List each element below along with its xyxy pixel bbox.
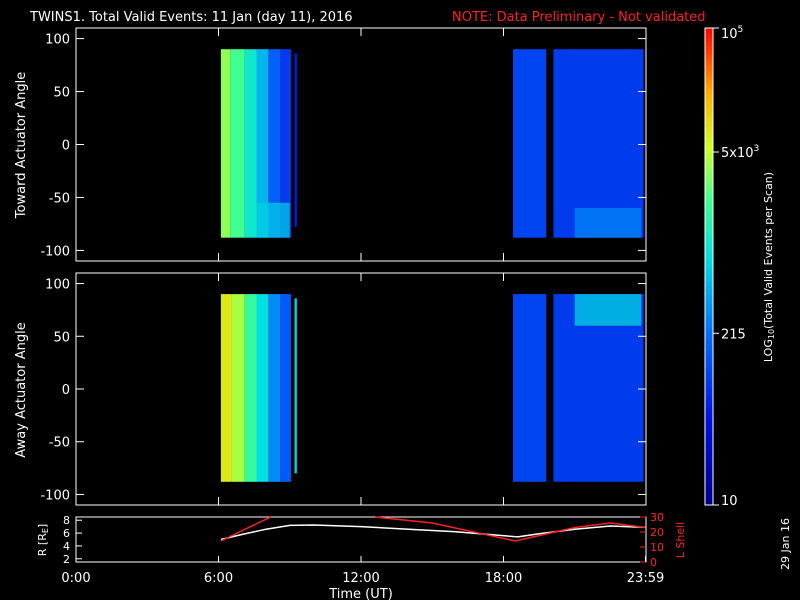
lshell-ytick-label: 20 — [650, 526, 664, 539]
colorbar-gradient — [705, 28, 713, 505]
orbit-panel-frame — [75, 516, 647, 563]
time-xtick-label: 23:59 — [627, 571, 664, 586]
toward-ytick-label: -100 — [40, 244, 70, 259]
time-xtick-label: 12:00 — [342, 571, 379, 586]
date-stamp: 29 Jan 16 — [779, 518, 792, 570]
radius-line-0 — [220, 524, 646, 541]
orbit-lines — [220, 516, 646, 542]
away-ytick-label: 50 — [53, 330, 70, 345]
toward-segment-8 — [553, 49, 644, 238]
radius-ytick-label: 2 — [63, 553, 70, 566]
time-xtick-label: 0:00 — [61, 571, 90, 586]
toward-y-ticks: 100 50 0 -50 -100 — [40, 28, 647, 261]
lshell-line-0 — [220, 516, 272, 542]
away-ytick-label: 100 — [45, 278, 70, 293]
colorbar-tick-label: 5x103 — [721, 144, 759, 161]
away-segment-4 — [268, 294, 281, 482]
colorbar-ticks: 105 5x103 215 10 — [713, 25, 759, 509]
away-ytick-label: -50 — [49, 436, 70, 451]
colorbar-label: LOG10(Total Valid Events per Scan) — [762, 172, 776, 362]
toward-segment-4 — [268, 49, 281, 238]
figure-title: TWINS1. Total Valid Events: 11 Jan (day … — [29, 10, 353, 25]
toward-segment-0 — [220, 49, 231, 238]
away-heatmap-marks — [220, 294, 644, 482]
lshell-ytick-label: 10 — [650, 541, 664, 554]
colorbar-tick-label: 215 — [721, 327, 746, 342]
orbit-lshell-ticks: 0 10 20 30 — [640, 511, 664, 569]
toward-hotspot-1 — [574, 208, 642, 238]
lshell-line-1 — [375, 516, 646, 542]
toward-angle-panel: 100 50 0 -50 -100 Toward Actuator Angle — [14, 27, 647, 262]
toward-segment-5 — [280, 49, 291, 238]
preliminary-note: NOTE: Data Preliminary - Not validated — [452, 10, 706, 25]
radius-axis-label: R [RE] — [36, 524, 50, 556]
colorbar: 105 5x103 215 10 LOG10(Total Valid Events p… — [704, 25, 776, 509]
toward-segment-6 — [294, 53, 297, 228]
away-y-axis-label: Away Actuator Angle — [14, 322, 29, 457]
toward-segment-7 — [513, 49, 547, 238]
radius-ytick-label: 4 — [63, 540, 70, 553]
time-xtick-label: 18:00 — [485, 571, 522, 586]
lshell-axis-label: L Shell — [674, 522, 687, 558]
away-hotspot-0 — [574, 294, 642, 326]
time-axis-label: Time (UT) — [328, 587, 393, 600]
away-ytick-label: -100 — [40, 488, 70, 503]
away-segment-3 — [256, 294, 269, 482]
time-x-ticks: 0:00 6:00 12:00 18:00 23:59 — [61, 556, 664, 586]
colorbar-frame — [704, 27, 714, 506]
toward-segment-1 — [230, 49, 245, 238]
toward-ytick-label: 0 — [62, 139, 70, 154]
lshell-ytick-label: 30 — [650, 511, 664, 524]
toward-ytick-label: -50 — [49, 191, 70, 206]
toward-segment-2 — [244, 49, 257, 238]
away-segment-6 — [294, 298, 297, 474]
colorbar-tick-label: 105 — [721, 25, 743, 42]
away-segment-1 — [231, 294, 245, 482]
away-segment-7 — [513, 294, 547, 482]
lshell-ytick-label: 0 — [650, 556, 657, 569]
away-angle-panel: 100 50 0 -50 -100 Away Actuator Angle — [14, 272, 647, 506]
toward-ytick-label: 50 — [53, 86, 70, 101]
away-segment-5 — [280, 294, 291, 482]
colorbar-tick-label: 10 — [721, 494, 738, 509]
time-xtick-label: 6:00 — [204, 571, 233, 586]
away-segment-2 — [244, 294, 257, 482]
toward-segment-3 — [256, 49, 269, 238]
away-segment-0 — [220, 294, 232, 482]
toward-heatmap-marks — [220, 49, 644, 238]
toward-ytick-label: 100 — [45, 33, 70, 48]
radius-ytick-label: 6 — [63, 527, 70, 540]
away-ytick-label: 0 — [62, 383, 70, 398]
toward-hotspot-0 — [256, 202, 290, 238]
toward-y-axis-label: Toward Actuator Angle — [14, 72, 29, 219]
radius-ytick-label: 8 — [63, 514, 70, 527]
away-y-ticks: 100 50 0 -50 -100 — [40, 273, 647, 505]
